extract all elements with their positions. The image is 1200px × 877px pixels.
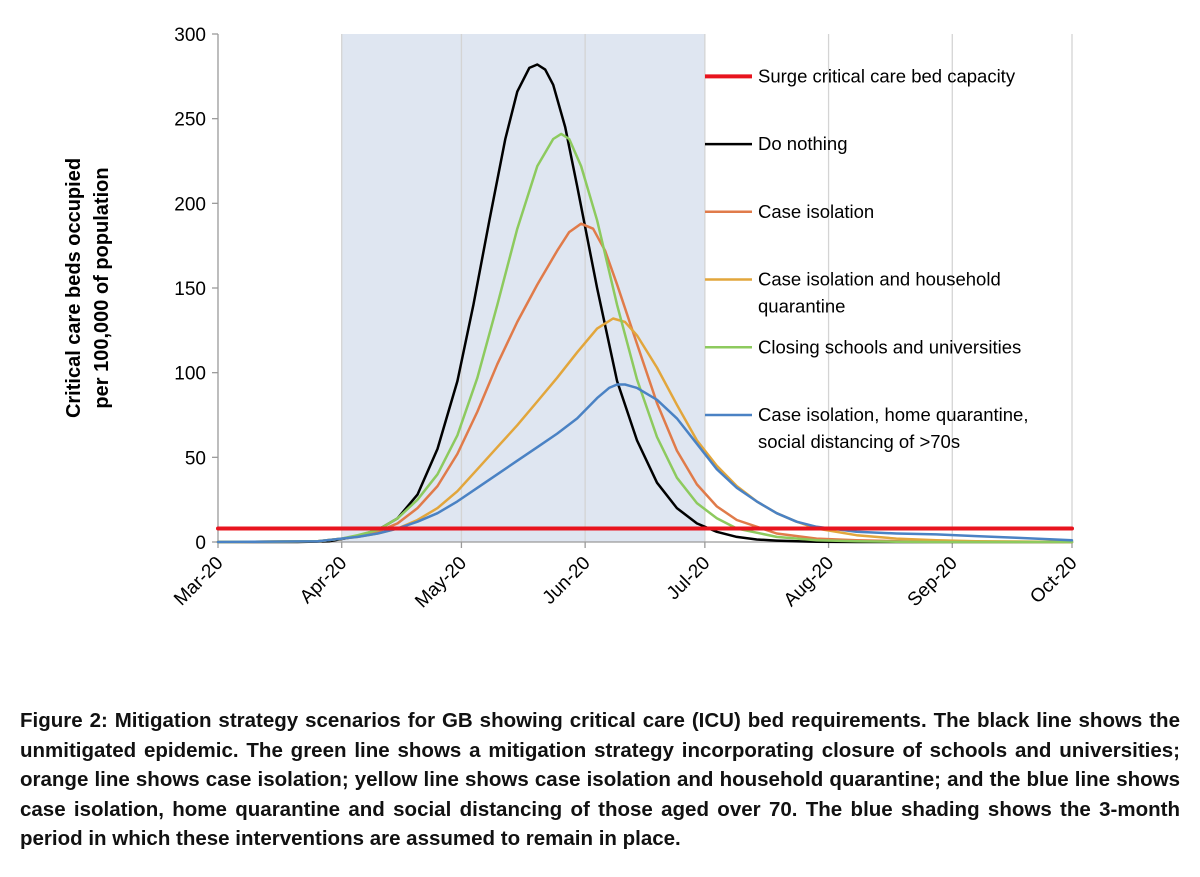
x-tick-label: Oct-20 xyxy=(1026,553,1081,608)
figure-caption: Figure 2: Mitigation strategy scenarios … xyxy=(20,709,1180,850)
series-line-do-nothing xyxy=(216,63,1074,544)
x-tick-label: Aug-20 xyxy=(780,553,838,611)
legend-label-closing-schools-and-universities: Closing schools and universities xyxy=(758,336,1021,357)
y-tick-label: 250 xyxy=(174,110,206,131)
y-tick-label: 0 xyxy=(195,533,206,554)
legend-label-do-nothing: Do nothing xyxy=(758,133,847,154)
y-tick-label: 300 xyxy=(174,25,206,46)
x-tick-label: Jul-20 xyxy=(663,553,714,604)
y-tick-label: 100 xyxy=(174,364,206,385)
series-line-case-isolation xyxy=(216,222,1074,544)
legend-label-case-isolation-home-quarantine-social-distancing-of-70s: Case isolation, home quarantine, social d… xyxy=(758,404,1028,452)
legend-label-case-isolation-and-household-quarantine: Case isolation and household quarantine xyxy=(758,269,1001,317)
x-tick-label: May-20 xyxy=(411,553,471,613)
x-tick-label: Jun-20 xyxy=(539,553,595,609)
x-tick-label: Mar-20 xyxy=(170,553,227,610)
legend-label-case-isolation: Case isolation xyxy=(758,201,874,222)
y-tick-label: 150 xyxy=(174,279,206,300)
y-axis-label: Critical care beds occupied per 100,000 o… xyxy=(63,158,113,418)
y-tick-label: 200 xyxy=(174,194,206,215)
x-tick-label: Sep-20 xyxy=(904,553,962,611)
y-tick-label: 50 xyxy=(185,448,206,469)
x-tick-label: Apr-20 xyxy=(296,553,351,608)
legend-label-surge-critical-care-bed-capacity: Surge critical care bed capacity xyxy=(758,65,1016,86)
icu-beds-chart: 0 50 100 150 200 250 300 Mar-20 Apr-20 May-20 Jun… xyxy=(63,25,1082,613)
series-line-closing-schools-and-universities xyxy=(216,132,1074,544)
